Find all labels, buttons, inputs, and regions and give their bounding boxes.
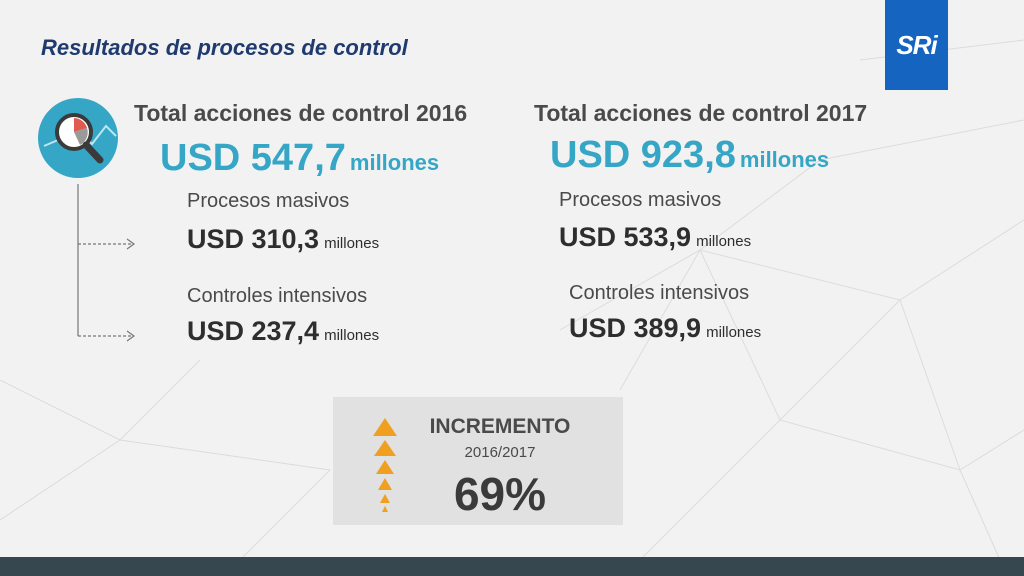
triangle-up-stack-icon <box>373 418 397 512</box>
total-2017-unit: millones <box>739 147 830 172</box>
footer-bar <box>0 557 1024 576</box>
tree-connector-lines <box>77 184 136 342</box>
increment-years: 2016/2017 <box>464 444 536 461</box>
heading-2017: Total acciones de control 2017 <box>534 100 868 126</box>
increment-percent: 69% <box>453 468 547 520</box>
intensivos-2017-label: Controles intensivos <box>569 282 750 304</box>
masivos-2016-value: USD 310,3 <box>187 224 320 254</box>
increment-title: INCREMENTO <box>429 415 571 438</box>
total-2017-value: USD 923,8 <box>550 134 736 176</box>
intensivos-2016: USD 237,4 millones <box>187 316 379 347</box>
masivos-2016: USD 310,3 millones <box>187 224 379 255</box>
masivos-2017: USD 533,9 millones <box>559 222 751 253</box>
page-title: Resultados de procesos de control <box>41 35 408 60</box>
magnifier-chart-icon <box>36 96 120 180</box>
intensivos-2017-value: USD 389,9 <box>569 313 702 343</box>
masivos-2017-label: Procesos masivos <box>559 189 722 211</box>
masivos-2017-value: USD 533,9 <box>559 222 692 252</box>
masivos-2017-unit: millones <box>696 233 752 250</box>
increment-panel <box>333 397 623 525</box>
logo-text: SRi <box>896 29 937 60</box>
total-2017: USD 923,8 millones <box>550 134 829 177</box>
total-2016-unit: millones <box>349 150 440 175</box>
sri-logo: SRi <box>885 0 948 90</box>
intensivos-2016-value: USD 237,4 <box>187 316 320 346</box>
intensivos-2016-label: Controles intensivos <box>187 285 368 307</box>
heading-2016: Total acciones de control 2016 <box>134 100 468 126</box>
intensivos-2017-unit: millones <box>706 324 762 341</box>
masivos-2016-unit: millones <box>324 235 380 252</box>
intensivos-2017: USD 389,9 millones <box>569 313 761 344</box>
total-2016-value: USD 547,7 <box>160 137 346 179</box>
total-2016: USD 547,7 millones <box>160 137 439 180</box>
masivos-2016-label: Procesos masivos <box>187 190 350 212</box>
intensivos-2016-unit: millones <box>324 327 380 344</box>
